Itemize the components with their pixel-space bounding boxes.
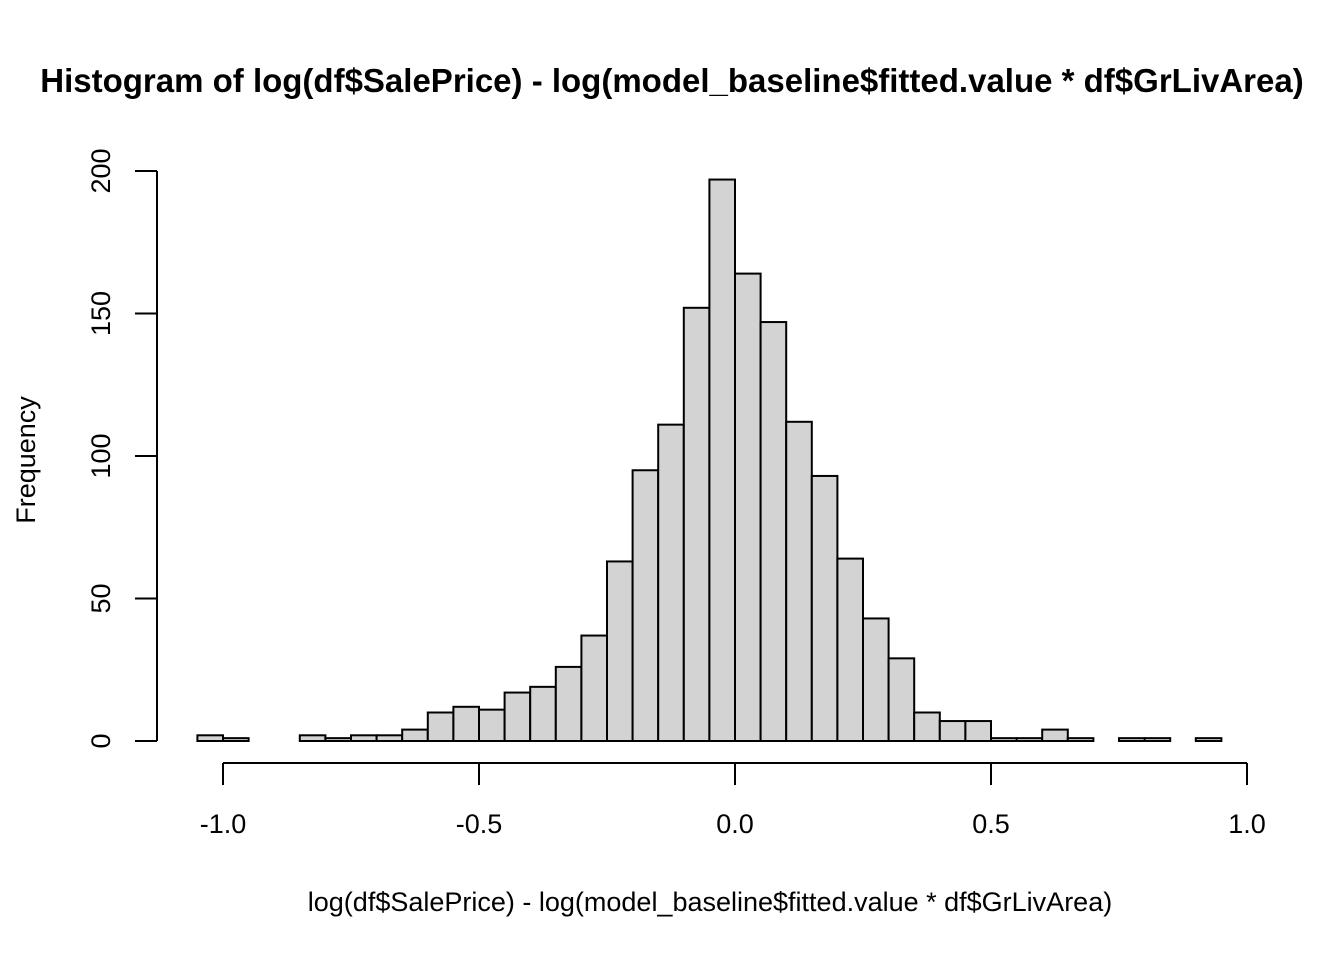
histogram-bar — [1143, 737, 1172, 743]
y-tick-label: 150 — [86, 291, 116, 336]
y-axis: 0 50 100 150 200 — [86, 148, 158, 749]
histogram-bar — [580, 634, 609, 742]
x-axis: -1.0 -0.5 0.0 0.5 1.0 — [200, 762, 1266, 839]
histogram-bar — [196, 734, 224, 742]
histogram-bar — [350, 734, 378, 742]
histogram-bar — [1118, 737, 1146, 743]
histogram-bar — [862, 617, 890, 743]
histogram-bar — [452, 705, 480, 742]
y-tick-label: 200 — [86, 148, 116, 193]
histogram-bar — [887, 657, 916, 742]
histogram-bar — [324, 737, 352, 743]
y-axis-label: Frequency — [11, 396, 41, 524]
histogram-bar — [657, 423, 685, 742]
histogram-bar — [554, 665, 583, 743]
histogram-bar — [1066, 737, 1095, 743]
x-tick-label: -1.0 — [200, 809, 247, 839]
histogram-bar — [759, 321, 788, 742]
histogram-bar — [708, 178, 737, 743]
histogram-bar — [375, 734, 404, 742]
histogram-bar — [810, 474, 839, 742]
histogram-bar — [606, 560, 634, 743]
x-tick-label: 1.0 — [1228, 809, 1266, 839]
y-tick-label: 50 — [86, 583, 116, 613]
histogram-bar — [734, 272, 762, 742]
histogram-bars — [196, 178, 1223, 743]
x-tick-label: 0.0 — [716, 809, 754, 839]
histogram-bar — [298, 734, 327, 742]
histogram-bar — [529, 685, 557, 742]
x-axis-label: log(df$SalePrice) - log(model_baseline$f… — [308, 887, 1112, 917]
histogram-bar — [913, 711, 941, 742]
histogram-bar — [990, 737, 1018, 743]
histogram-bar — [222, 737, 250, 743]
histogram-bar — [938, 720, 967, 742]
histogram-bar — [1041, 728, 1069, 742]
histogram-bar — [401, 728, 429, 742]
histogram-bar — [1015, 737, 1044, 743]
histogram-bar — [478, 708, 506, 743]
histogram-bar — [964, 720, 993, 742]
x-tick-label: 0.5 — [972, 809, 1010, 839]
x-tick-label: -0.5 — [456, 809, 503, 839]
histogram-bar — [631, 469, 660, 742]
histogram-bar — [682, 306, 711, 742]
histogram-bar — [785, 420, 813, 742]
histogram-bar — [426, 711, 455, 742]
histogram-bar — [836, 557, 865, 742]
chart-title: Histogram of log(df$SalePrice) - log(mod… — [40, 62, 1303, 99]
histogram-bar — [503, 691, 532, 742]
y-tick-label: 0 — [86, 733, 116, 748]
y-tick-label: 100 — [86, 433, 116, 478]
histogram-bar — [1194, 737, 1223, 743]
